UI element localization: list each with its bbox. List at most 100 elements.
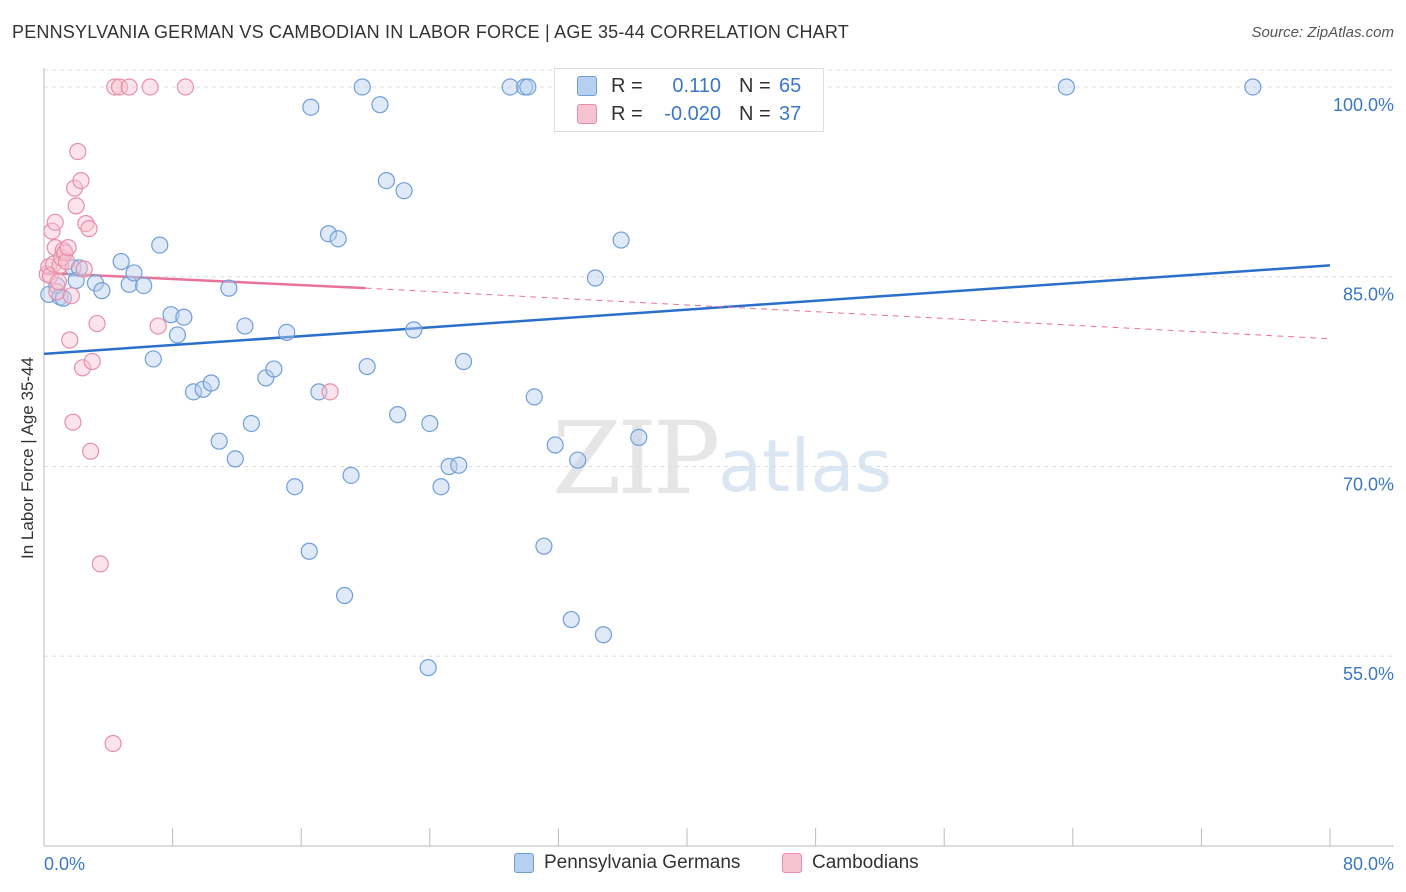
- point-pennsylvania-german: [519, 78, 537, 96]
- point-pennsylvania-german: [300, 542, 318, 560]
- point-pennsylvania-german: [421, 414, 439, 433]
- point-cambodian: [57, 252, 76, 271]
- legend-swatch-pink: [577, 104, 597, 124]
- y-tick-label: 70.0%: [1343, 474, 1394, 494]
- point-pennsylvania-german: [586, 269, 604, 287]
- legend-r-value: -0.020: [664, 102, 721, 125]
- point-cambodian: [80, 220, 98, 238]
- point-pennsylvania-german: [569, 451, 587, 469]
- point-cambodian: [73, 359, 92, 377]
- trend-lines: [43, 264, 1331, 356]
- point-pennsylvania-german: [377, 171, 395, 190]
- trend-line-cambodians-extension: [365, 287, 1331, 340]
- axes: [43, 68, 1394, 847]
- point-cambodian: [59, 239, 77, 257]
- point-pennsylvania-german: [389, 406, 407, 424]
- point-pennsylvania-german: [501, 78, 519, 96]
- legend-r-value: 0.110: [672, 74, 721, 97]
- point-pennsylvania-german: [135, 276, 153, 295]
- legend-n-label: N =: [739, 102, 771, 125]
- point-cambodian: [176, 78, 195, 96]
- point-cambodian: [49, 273, 68, 291]
- point-pennsylvania-german: [612, 231, 630, 249]
- legend-n-value: 65: [779, 74, 802, 97]
- point-pennsylvania-german: [286, 478, 304, 496]
- point-pennsylvania-german: [1244, 78, 1262, 96]
- point-cambodian: [88, 314, 106, 333]
- legend-n-label: N =: [739, 74, 771, 97]
- gridlines: [44, 69, 1394, 657]
- point-cambodian: [69, 142, 87, 161]
- point-pennsylvania-german: [525, 388, 543, 406]
- legend-n-value: 37: [779, 102, 802, 125]
- point-cambodian: [141, 78, 159, 96]
- point-pennsylvania-german: [302, 98, 320, 116]
- point-cambodian: [91, 555, 109, 573]
- point-pennsylvania-german: [184, 383, 203, 401]
- point-cambodian: [83, 352, 101, 371]
- legend-row-pennsylvania-germans: R = 0.110 N = 65: [577, 73, 801, 99]
- legend-swatch-pink: [782, 853, 802, 873]
- point-pennsylvania-german: [220, 279, 238, 297]
- point-pennsylvania-german: [594, 626, 613, 644]
- point-pennsylvania-german: [371, 96, 389, 114]
- point-pennsylvania-german: [210, 432, 228, 450]
- point-cambodian: [77, 215, 95, 233]
- point-pennsylvania-german: [162, 306, 180, 324]
- y-tick-label: 55.0%: [1343, 664, 1394, 684]
- point-pennsylvania-german: [226, 450, 244, 468]
- point-cambodian: [43, 222, 61, 240]
- point-pennsylvania-german: [450, 456, 468, 474]
- y-tick-label: 100.0%: [1333, 95, 1394, 115]
- point-cambodian: [104, 734, 122, 753]
- x-tick-label-max: 80.0%: [1343, 854, 1394, 874]
- tick-labels: 55.0% 70.0% 85.0% 100.0% 0.0% 80.0%: [44, 95, 1394, 874]
- data-points: [38, 78, 1262, 753]
- point-cambodian: [149, 317, 167, 335]
- y-tick-label: 85.0%: [1343, 285, 1394, 305]
- point-pennsylvania-german: [168, 326, 187, 344]
- point-pennsylvania-german: [175, 308, 193, 326]
- legend-row-cambodians: R = -0.020 N = 37: [577, 101, 801, 127]
- point-pennsylvania-german: [125, 264, 143, 282]
- point-pennsylvania-german: [242, 414, 260, 433]
- point-cambodian: [46, 213, 64, 231]
- point-pennsylvania-german: [562, 610, 580, 629]
- point-cambodian: [82, 442, 100, 460]
- point-pennsylvania-german: [630, 428, 648, 446]
- bottom-legend-pennsylvania-germans[interactable]: Pennsylvania Germans: [514, 852, 740, 874]
- point-pennsylvania-german: [1057, 78, 1075, 96]
- point-pennsylvania-german: [405, 321, 423, 339]
- x-tick-label-min: 0.0%: [44, 854, 85, 874]
- point-pennsylvania-german: [329, 230, 347, 248]
- point-cambodian: [67, 197, 85, 215]
- stats-legend: R = 0.110 N = 65 R = -0.020 N = 37: [554, 68, 824, 132]
- point-pennsylvania-german: [454, 352, 473, 371]
- point-pennsylvania-german: [358, 357, 376, 376]
- point-cambodian: [120, 78, 138, 96]
- legend-swatch-blue: [514, 853, 534, 873]
- point-cambodian: [110, 78, 129, 96]
- trend-line-pennsylvania-germans: [43, 264, 1331, 356]
- legend-r-label: R =: [611, 102, 643, 125]
- bottom-legend-label: Cambodians: [812, 852, 919, 873]
- point-pennsylvania-german: [336, 586, 354, 605]
- point-cambodian: [75, 260, 93, 278]
- point-pennsylvania-german: [151, 236, 169, 254]
- legend-r-label: R =: [611, 74, 643, 97]
- point-pennsylvania-german: [93, 282, 111, 300]
- point-pennsylvania-german: [342, 466, 360, 484]
- point-pennsylvania-german: [265, 360, 283, 378]
- point-cambodian: [64, 413, 82, 431]
- point-pennsylvania-german: [353, 78, 371, 96]
- point-pennsylvania-german: [535, 537, 553, 555]
- point-cambodian: [61, 331, 79, 349]
- source-label: Source: ZipAtlas.com: [1251, 24, 1394, 41]
- point-cambodian: [106, 78, 124, 96]
- point-pennsylvania-german: [202, 374, 220, 392]
- bottom-legend-cambodians[interactable]: Cambodians: [782, 852, 919, 874]
- point-cambodian: [62, 287, 80, 305]
- chart-title: PENNSYLVANIA GERMAN VS CAMBODIAN IN LABO…: [12, 22, 849, 42]
- watermark-zip: ZIP: [552, 400, 720, 517]
